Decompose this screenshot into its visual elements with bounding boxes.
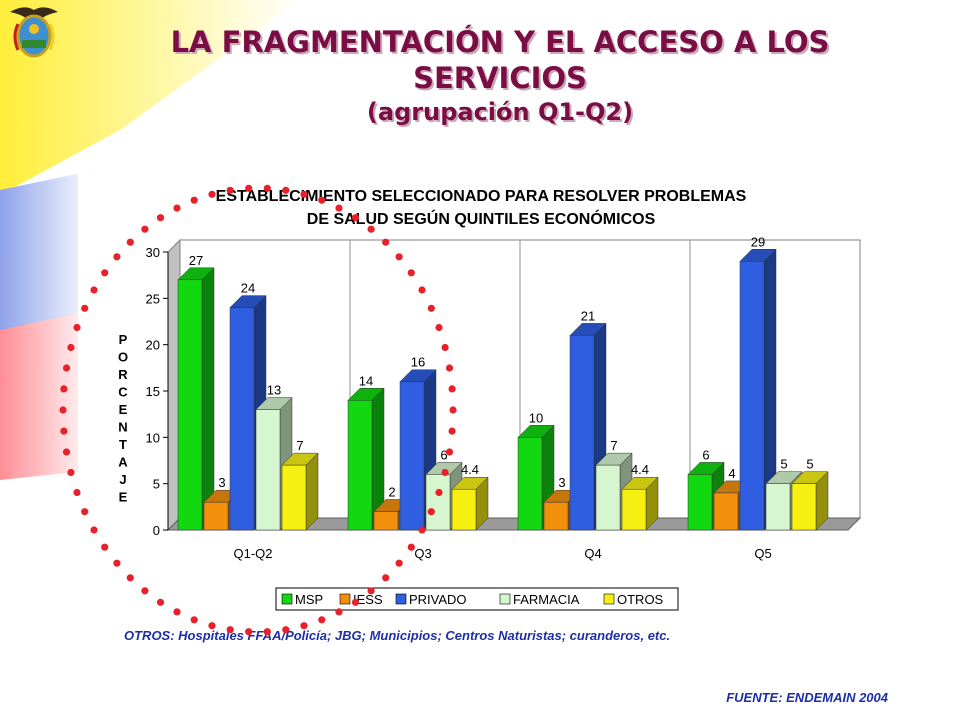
y-axis-label-letter: A <box>118 455 128 470</box>
bar-msp <box>687 474 713 531</box>
data-label: 21 <box>581 308 595 323</box>
data-label: 5 <box>806 457 813 472</box>
data-label: 7 <box>610 438 617 453</box>
legend-label: PRIVADO <box>409 592 467 607</box>
data-label: 6 <box>702 447 709 462</box>
bar-otros <box>281 464 307 531</box>
bar-otros <box>451 488 477 531</box>
bar-iess <box>543 501 569 531</box>
bar-iess <box>713 492 739 531</box>
bar-privado <box>229 307 255 531</box>
data-label: 27 <box>189 253 203 268</box>
legend-label: OTROS <box>617 592 664 607</box>
y-axis-label-letter: T <box>119 437 127 452</box>
y-tick-label: 20 <box>146 338 160 353</box>
data-label: 4.4 <box>461 462 479 477</box>
source-credit: FUENTE: ENDEMAIN 2004 <box>726 690 888 705</box>
data-label: 14 <box>359 373 373 388</box>
data-label: 4 <box>728 466 735 481</box>
y-tick-label: 15 <box>146 384 160 399</box>
y-axis-label-letter: E <box>119 402 128 417</box>
data-label: 2 <box>388 484 395 499</box>
y-tick-label: 5 <box>153 477 160 492</box>
bar-privado <box>569 335 595 531</box>
bar-side-msp <box>201 267 215 531</box>
y-axis-label-letter: E <box>119 490 128 505</box>
plot-floor <box>166 517 862 531</box>
y-axis-label-letter: O <box>118 350 128 365</box>
y-axis-label-letter: C <box>118 385 128 400</box>
y-axis-label-letter: P <box>119 332 128 347</box>
data-label: 13 <box>267 383 281 398</box>
data-label: 10 <box>529 410 543 425</box>
data-label: 4.4 <box>631 462 649 477</box>
y-tick-label: 25 <box>146 291 160 306</box>
y-axis-label-letter: J <box>119 472 126 487</box>
data-label: 3 <box>558 475 565 490</box>
data-label: 6 <box>440 447 447 462</box>
chart-title-line: ESTABLECIMIENTO SELECCIONADO PARA RESOLV… <box>216 188 747 205</box>
legend-label: FARMACIA <box>513 592 580 607</box>
y-tick-label: 10 <box>146 430 160 445</box>
data-label: 16 <box>411 355 425 370</box>
footnote: OTROS: Hospitales FFAA/Policía; JBG; Mun… <box>124 628 671 643</box>
y-axis-label-letter: R <box>118 367 128 382</box>
bar-chart: ESTABLECIMIENTO SELECCIONADO PARA RESOLV… <box>118 188 862 611</box>
bar-iess <box>203 501 229 531</box>
bar-farmacia <box>425 474 451 531</box>
y-tick-label: 30 <box>146 245 160 260</box>
legend-label: MSP <box>295 592 323 607</box>
x-tick-label: Q4 <box>584 546 601 561</box>
data-label: 3 <box>218 475 225 490</box>
legend-swatch-otros <box>603 593 615 605</box>
slide-title: LA FRAGMENTACIÓN Y EL ACCESO A LOS SERVI… <box>170 25 830 95</box>
bar-iess <box>373 511 399 531</box>
legend-label: IESS <box>353 592 383 607</box>
data-label: 24 <box>241 281 255 296</box>
legend-swatch-msp <box>281 593 293 605</box>
data-label: 29 <box>751 234 765 249</box>
bar-msp <box>177 279 203 531</box>
chart-title-line: DE SALUD SEGÚN QUINTILES ECONÓMICOS <box>307 209 656 228</box>
data-label: 7 <box>296 438 303 453</box>
bar-privado <box>399 381 425 531</box>
coat-of-arms-icon <box>10 7 58 58</box>
bar-otros <box>791 483 817 531</box>
bar-msp <box>517 437 543 531</box>
legend-swatch-privado <box>395 593 407 605</box>
bar-farmacia <box>765 483 791 531</box>
y-axis-label-letter: N <box>118 420 127 435</box>
bar-privado <box>739 261 765 531</box>
x-tick-label: Q5 <box>754 546 771 561</box>
legend-box <box>275 587 679 611</box>
bar-otros <box>621 488 647 531</box>
x-tick-label: Q3 <box>414 546 431 561</box>
bar-side-otros <box>305 452 319 531</box>
y-tick-label: 0 <box>153 523 160 538</box>
slide-subtitle: (agrupación Q1-Q2) <box>366 98 634 126</box>
bar-farmacia <box>595 464 621 531</box>
data-label: 5 <box>780 457 787 472</box>
legend-swatch-farmacia <box>499 593 511 605</box>
x-tick-label: Q1-Q2 <box>233 546 272 561</box>
legend-swatch-iess <box>339 593 351 605</box>
bar-farmacia <box>255 409 281 531</box>
bar-msp <box>347 400 373 531</box>
